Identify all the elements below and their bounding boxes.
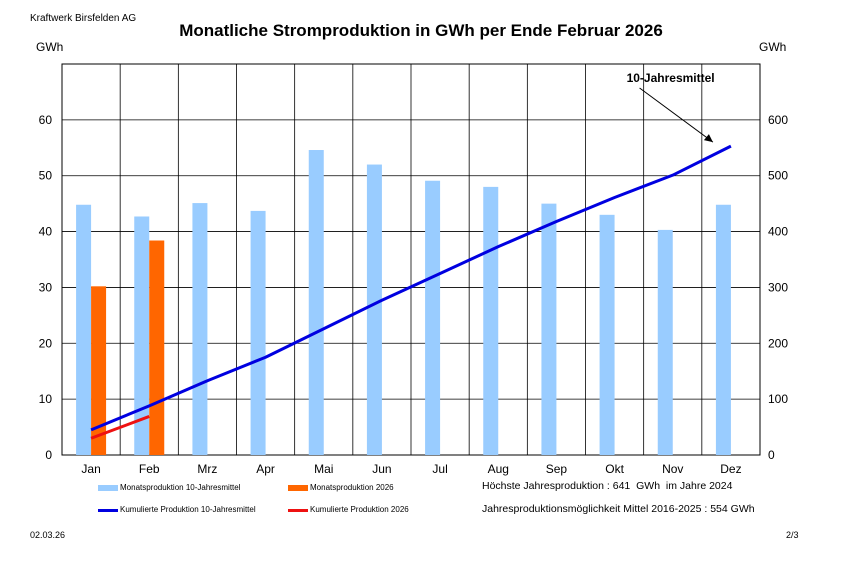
bar-avg-jan [76,204,92,455]
bar-avg-apr [250,210,266,455]
bar-2026-feb [149,240,165,455]
left-tick-label: 0 [45,448,52,462]
max-year-unit: GWh [636,480,661,492]
x-tick-label: Apr [256,462,275,476]
footer-date: 02.03.26 [30,530,66,540]
max-year-info: Höchste Jahresproduktion : 641 GWh im Ja… [482,480,732,492]
right-tick-label: 300 [768,280,788,294]
bar-avg-mai [308,150,324,455]
possibility-label: Jahresproduktionsmöglichkeit Mittel 2016… [482,503,708,515]
right-axis-unit: GWh [759,40,787,54]
bar-2026-jan [91,286,107,455]
chart-title: Monatliche Stromproduktion in GWh per En… [179,21,663,40]
legend-2026-line-swatch [288,509,308,512]
x-tick-label: Mrz [197,462,217,476]
line-cumulative-avg [90,144,732,432]
x-tick-label: Okt [605,462,624,476]
bar-avg-aug [483,186,499,455]
x-tick-label: Jan [81,462,100,476]
annotation-arrow-head [703,134,713,143]
bar-avg-feb [134,216,150,455]
left-tick-label: 20 [39,336,53,350]
bar-avg-nov [657,229,673,455]
annotation-label: 10-Jahresmittel [627,71,715,85]
legend-avg-bar-label: Monatsproduktion 10-Jahresmittel [120,483,241,492]
possibility-value: 554 GWh [710,503,755,515]
x-tick-label: Mai [314,462,333,476]
left-tick-label: 10 [39,392,53,406]
possibility-info: Jahresproduktionsmöglichkeit Mittel 2016… [482,503,755,515]
right-tick-label: 100 [768,392,788,406]
left-axis-unit: GWh [36,40,64,54]
bar-avg-jun [366,164,382,456]
max-year-suffix: im Jahre 2024 [665,480,733,492]
x-tick-label: Aug [488,462,509,476]
x-tick-label: Feb [139,462,160,476]
x-tick-label: Jun [372,462,391,476]
footer-page: 2/3 [786,530,799,540]
company-name: Kraftwerk Birsfelden AG [30,13,137,24]
bar-avg-sep [541,203,557,455]
legend-2026-line-label: Kumulierte Produktion 2026 [310,505,409,514]
line-cumulative-2026 [90,415,150,440]
right-tick-label: 500 [768,169,788,183]
right-tick-label: 0 [768,448,775,462]
x-tick-label: Sep [546,462,568,476]
bar-avg-mrz [192,203,208,455]
left-tick-label: 40 [39,225,53,239]
legend-2026-bar-label: Monatsproduktion 2026 [310,483,394,492]
max-year-value: 641 [612,480,631,492]
right-tick-label: 400 [768,225,788,239]
bar-avg-okt [599,214,615,455]
bar-avg-dez [715,204,731,455]
right-tick-label: 200 [768,336,788,350]
left-tick-label: 30 [39,280,53,294]
x-tick-label: Jul [432,462,447,476]
max-year-prefix: Höchste Jahresproduktion : [482,480,610,492]
x-tick-label: Dez [720,462,741,476]
right-tick-label: 600 [768,113,788,127]
legend-avg-bar-swatch [98,485,118,491]
left-tick-label: 60 [39,113,53,127]
annotation-arrow-shaft [639,87,714,143]
legend-avg-line-swatch [98,509,118,512]
legend-2026-bar-swatch [288,485,308,491]
left-tick-label: 50 [39,169,53,183]
x-tick-label: Nov [662,462,683,476]
legend-avg-line-label: Kumulierte Produktion 10-Jahresmittel [120,505,256,514]
bar-avg-jul [425,180,441,455]
